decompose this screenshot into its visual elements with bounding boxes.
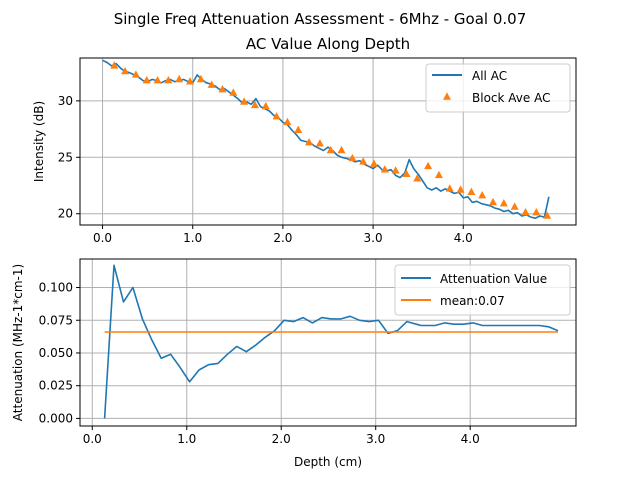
data-point bbox=[261, 101, 270, 110]
data-point bbox=[445, 184, 454, 192]
data-point bbox=[521, 207, 530, 216]
x-tick-label: 3.0 bbox=[364, 231, 383, 245]
data-point bbox=[499, 198, 508, 207]
data-point bbox=[121, 66, 130, 75]
legend-label: mean:0.07 bbox=[440, 294, 505, 308]
chart-2-series bbox=[103, 264, 559, 419]
data-point bbox=[543, 211, 552, 219]
chart-1-ticks: 0.0 1.0 2.0 3.0 4.0 20 25 30 bbox=[58, 94, 473, 245]
x-tick-label: 4.0 bbox=[454, 231, 473, 245]
y-tick-label: 25 bbox=[58, 150, 73, 164]
data-point bbox=[369, 159, 378, 167]
data-point bbox=[380, 165, 389, 173]
data-point bbox=[434, 170, 443, 179]
series-line bbox=[103, 264, 559, 419]
y-tick-label: 0.000 bbox=[39, 411, 73, 425]
data-point bbox=[175, 74, 184, 83]
data-point bbox=[294, 125, 303, 133]
x-tick-label: 2.0 bbox=[273, 231, 292, 245]
chart-1-plot-frame bbox=[79, 57, 577, 226]
data-point bbox=[196, 74, 205, 83]
y-tick-label: 0.025 bbox=[39, 379, 73, 393]
data-point bbox=[337, 145, 346, 154]
data-point bbox=[131, 70, 140, 78]
data-point bbox=[186, 77, 195, 85]
data-point bbox=[315, 139, 324, 147]
data-point bbox=[240, 97, 249, 105]
data-point bbox=[456, 185, 465, 193]
data-point bbox=[153, 75, 162, 84]
chart-1-title: AC Value Along Depth bbox=[246, 35, 410, 53]
data-point bbox=[305, 138, 314, 146]
data-point bbox=[283, 117, 292, 126]
x-tick-label: 1.0 bbox=[177, 432, 196, 446]
data-point bbox=[110, 61, 119, 69]
data-point bbox=[348, 153, 357, 162]
chart-2-grid bbox=[80, 259, 576, 426]
chart-1-legend: All AC Block Ave AC bbox=[425, 63, 571, 113]
data-point bbox=[424, 161, 433, 170]
y-tick-label: 0.075 bbox=[39, 313, 73, 327]
data-point bbox=[229, 88, 238, 96]
y-tick-label: 0.100 bbox=[39, 281, 73, 295]
chart-2: 0.0 1.0 2.0 3.0 4.0 0.000 0.025 0.050 0.075 0.100… bbox=[11, 258, 577, 469]
data-point bbox=[359, 157, 368, 165]
data-point bbox=[391, 166, 400, 174]
data-point bbox=[218, 84, 227, 93]
figure-title: Single Freq Attenuation Assessment - 6Mh… bbox=[114, 10, 527, 28]
x-tick-label: 1.0 bbox=[183, 231, 202, 245]
chart-2-plot-frame bbox=[79, 258, 577, 427]
x-tick-label: 2.0 bbox=[272, 432, 291, 446]
x-tick-label: 0.0 bbox=[83, 432, 102, 446]
chart-2-y-axis-label: Attenuation (MHz-1*cm-1) bbox=[11, 264, 25, 421]
chart-1-y-axis-label: Intensity (dB) bbox=[32, 101, 46, 182]
y-tick-label: 20 bbox=[58, 207, 73, 221]
chart-2-x-axis-label: Depth (cm) bbox=[294, 455, 362, 469]
chart-2-legend: Attenuation Value mean:0.07 bbox=[394, 264, 571, 316]
data-point bbox=[207, 80, 216, 88]
legend-triangle-swatch bbox=[442, 92, 452, 100]
data-point bbox=[478, 191, 487, 199]
legend-label: Attenuation Value bbox=[440, 272, 547, 286]
chart-1: 0.0 1.0 2.0 3.0 4.0 20 25 30 Intensity (dB) All… bbox=[32, 57, 577, 245]
data-point bbox=[272, 112, 281, 120]
data-point bbox=[489, 197, 498, 206]
data-point bbox=[413, 174, 422, 182]
chart-1-series bbox=[102, 59, 552, 219]
x-tick-label: 0.0 bbox=[93, 231, 112, 245]
legend-label: All AC bbox=[472, 69, 507, 83]
data-point bbox=[532, 207, 541, 216]
data-point bbox=[402, 169, 411, 177]
data-point bbox=[164, 75, 173, 84]
y-tick-label: 30 bbox=[58, 94, 73, 108]
data-point bbox=[250, 100, 259, 109]
chart-2-ticks: 0.0 1.0 2.0 3.0 4.0 0.000 0.025 0.050 0.075 0.100 bbox=[39, 281, 480, 446]
data-point bbox=[510, 202, 519, 210]
data-point bbox=[467, 187, 476, 196]
data-point bbox=[142, 75, 151, 84]
data-point bbox=[326, 145, 335, 154]
x-tick-label: 3.0 bbox=[366, 432, 385, 446]
chart-2-legend-box bbox=[394, 264, 571, 316]
x-tick-label: 4.0 bbox=[461, 432, 480, 446]
legend-label: Block Ave AC bbox=[472, 91, 550, 105]
y-tick-label: 0.050 bbox=[39, 346, 73, 360]
